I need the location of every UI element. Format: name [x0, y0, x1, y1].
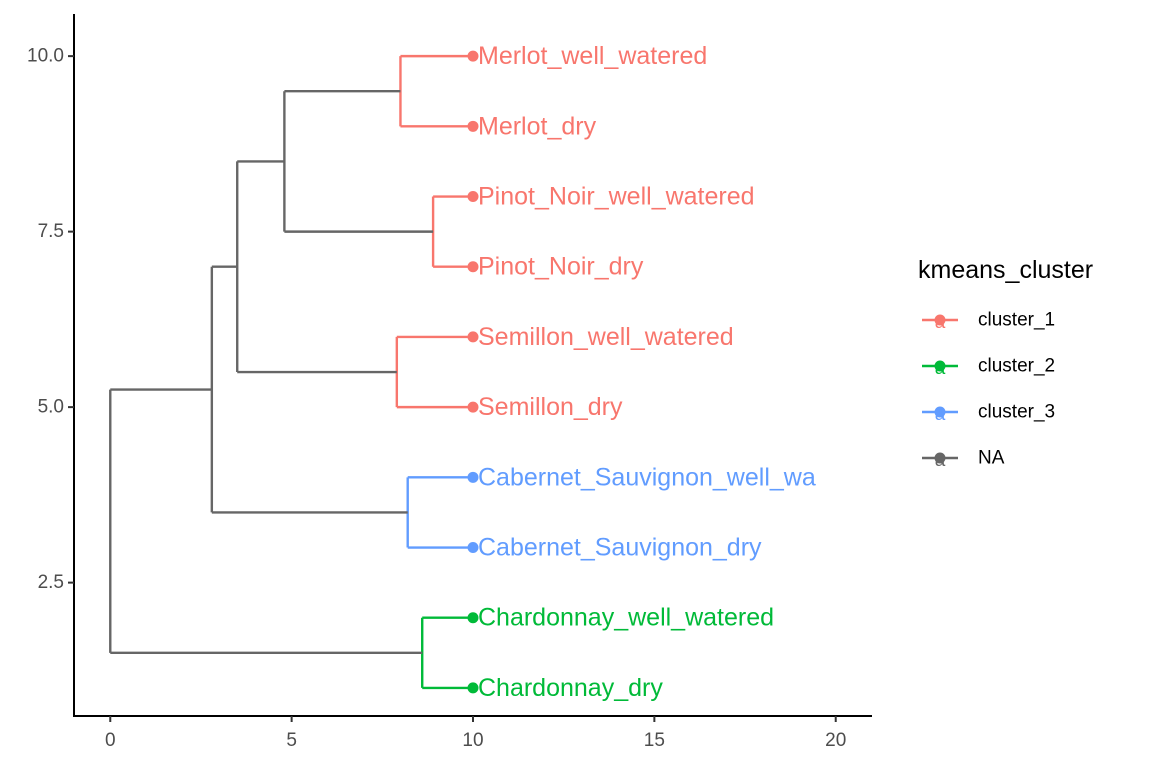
x-tick-label: 5 — [286, 730, 297, 751]
dendrogram-branches — [109, 54, 473, 690]
leaf-point — [467, 261, 479, 273]
legend-key-glyph: a — [935, 450, 946, 471]
leaf-point — [467, 120, 479, 132]
leaf-label: Semillon_dry — [478, 393, 623, 421]
leaf-label: Chardonnay_dry — [478, 674, 663, 702]
legend-key: a — [922, 450, 958, 471]
leaf-point — [467, 682, 479, 694]
legend-key: a — [922, 358, 958, 379]
legend-key-point — [934, 360, 946, 372]
x-tick-label: 15 — [644, 730, 665, 751]
leaf-point — [467, 471, 479, 483]
y-tick-label: 10.0 — [27, 46, 64, 67]
leaf-point — [467, 331, 479, 343]
legend-key: a — [922, 312, 958, 333]
legend-key-point — [934, 452, 946, 464]
leaf-labels: Merlot_well_watered Merlot_dry Pinot_Noir_… — [478, 42, 816, 702]
leaf-point — [467, 612, 479, 624]
leaf-point — [467, 542, 479, 554]
legend-key-point — [934, 314, 946, 326]
leaf-label: Merlot_dry — [478, 112, 597, 140]
y-tick-label: 2.5 — [38, 572, 64, 593]
legend-key-glyph: a — [935, 312, 946, 333]
leaf-point — [467, 191, 479, 203]
legend-key-glyph: a — [935, 404, 946, 425]
leaf-label: Pinot_Noir_dry — [478, 253, 644, 281]
leaf-label: Cabernet_Sauvignon_dry — [478, 534, 762, 562]
y-tick-label: 7.5 — [38, 221, 64, 242]
leaf-label: Chardonnay_well_watered — [478, 604, 774, 632]
leaf-label: Cabernet_Sauvignon_well_wa — [478, 463, 816, 491]
leaf-points — [467, 50, 479, 694]
x-tick-label: 10 — [462, 730, 483, 751]
leaf-label: Pinot_Noir_well_watered — [478, 183, 755, 211]
legend-label: cluster_3 — [978, 402, 1055, 423]
legend-key-glyph: a — [935, 358, 946, 379]
x-tick-label: 0 — [105, 730, 116, 751]
legend-label: NA — [978, 448, 1005, 469]
y-tick-label: 5.0 — [38, 397, 64, 418]
leaf-label: Merlot_well_watered — [478, 42, 707, 70]
leaf-label: Semillon_well_watered — [478, 323, 734, 351]
x-tick-label: 20 — [825, 730, 846, 751]
legend-key: a — [922, 404, 958, 425]
legend-label: cluster_1 — [978, 310, 1055, 331]
legend-title: kmeans_cluster — [918, 256, 1093, 284]
axes: 2.5 5.0 7.5 10.0 0 5 10 15 20 — [27, 14, 872, 751]
legend-label: cluster_2 — [978, 356, 1055, 377]
leaf-point — [467, 50, 479, 62]
leaf-point — [467, 401, 479, 413]
legend-key-point — [934, 406, 946, 418]
